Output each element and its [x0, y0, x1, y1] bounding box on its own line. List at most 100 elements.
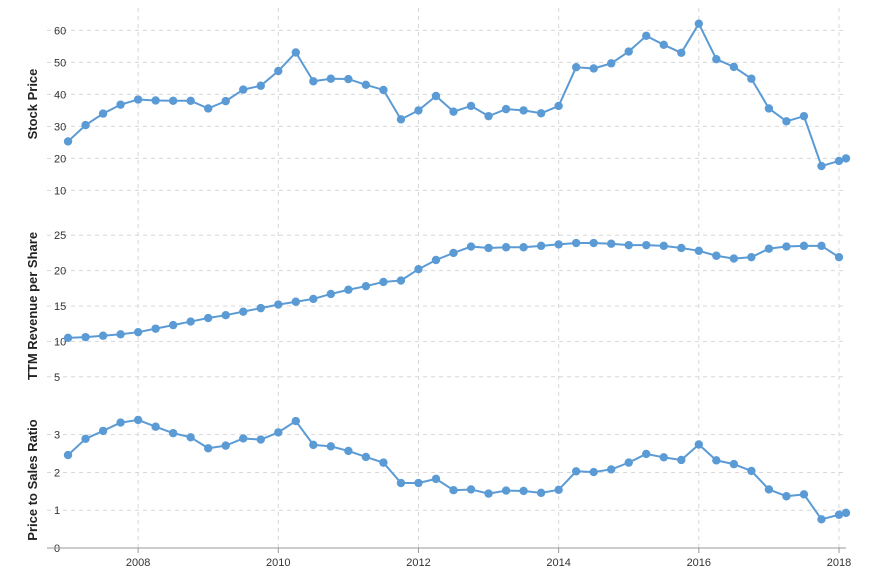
data-point-0-30 [589, 64, 598, 73]
data-point-2-34 [659, 453, 668, 462]
data-point-1-29 [571, 238, 581, 248]
data-point-2-42 [799, 490, 809, 499]
y-tick-label-1-20: 20 [54, 266, 66, 278]
data-point-2-9 [221, 441, 230, 450]
data-point-0-25 [501, 104, 511, 114]
data-point-2-32 [624, 458, 633, 467]
data-point-2-5 [151, 422, 160, 431]
data-point-1-12 [274, 300, 283, 309]
data-point-0-3 [116, 100, 125, 109]
data-point-1-8 [204, 313, 213, 323]
data-point-2-14 [309, 440, 318, 450]
data-point-1-7 [186, 317, 195, 326]
x-tick-label-2012: 2012 [406, 557, 430, 569]
data-point-1-42 [799, 241, 809, 251]
data-point-0-34 [659, 40, 668, 49]
y-tick-label-2-1: 1 [54, 505, 60, 517]
data-point-0-13 [291, 48, 301, 57]
data-point-0-27 [536, 109, 546, 118]
y-tick-label-2-0: 0 [54, 543, 60, 555]
data-point-2-10 [239, 434, 248, 443]
y-tick-label-0-50: 50 [54, 57, 66, 69]
data-point-1-44 [834, 252, 844, 262]
data-point-1-13 [291, 297, 301, 306]
data-point-2-22 [449, 486, 458, 495]
data-point-1-38 [729, 254, 739, 263]
data-point-2-0 [63, 450, 73, 460]
data-point-2-27 [536, 488, 546, 498]
data-point-0-6 [168, 96, 178, 106]
data-point-2-13 [291, 416, 301, 426]
data-point-0-28 [554, 101, 563, 111]
data-point-2-8 [204, 444, 213, 453]
x-tick-label-2014: 2014 [546, 557, 570, 569]
data-point-2-11 [256, 435, 265, 444]
data-point-2-23 [466, 485, 476, 494]
x-tick-label-2008: 2008 [126, 557, 150, 569]
data-point-0-12 [274, 66, 283, 76]
data-point-0-7 [186, 96, 195, 106]
y-tick-label-0-20: 20 [54, 153, 66, 165]
data-point-1-4 [133, 327, 143, 337]
data-point-0-45 [841, 154, 851, 163]
series-line-1 [67, 242, 840, 339]
data-point-2-1 [81, 434, 90, 444]
data-point-2-21 [431, 474, 441, 484]
data-point-1-9 [221, 311, 230, 320]
data-point-1-40 [764, 244, 774, 253]
data-point-1-19 [396, 276, 406, 285]
data-point-0-1 [81, 120, 90, 130]
data-point-0-8 [204, 104, 213, 113]
data-point-1-34 [659, 241, 668, 251]
data-point-1-39 [747, 252, 756, 262]
data-point-0-40 [764, 104, 774, 113]
data-point-0-44 [834, 156, 844, 166]
data-point-0-41 [782, 117, 791, 126]
y-tick-label-0-30: 30 [54, 121, 66, 133]
data-point-1-14 [309, 294, 318, 304]
data-point-0-26 [519, 106, 528, 115]
data-point-2-18 [379, 458, 388, 467]
data-point-2-7 [186, 433, 195, 442]
data-point-1-36 [694, 246, 704, 255]
data-point-1-15 [326, 289, 336, 299]
data-point-1-27 [536, 241, 546, 251]
data-point-1-35 [677, 243, 686, 253]
data-point-0-17 [361, 80, 371, 90]
x-tick-label-2016: 2016 [687, 557, 711, 569]
panel-ylabel-2: Price to Sales Ratio [25, 419, 40, 540]
data-point-0-23 [466, 101, 476, 111]
data-point-0-4 [133, 95, 143, 104]
data-point-1-2 [98, 331, 108, 340]
data-point-1-22 [449, 248, 458, 258]
data-point-1-18 [379, 277, 388, 287]
data-point-1-41 [782, 242, 791, 251]
y-tick-label-1-10: 10 [54, 336, 66, 348]
data-point-1-25 [501, 243, 511, 252]
data-point-0-37 [712, 55, 721, 64]
data-point-0-32 [624, 47, 633, 56]
data-point-2-4 [133, 415, 143, 425]
data-point-2-6 [168, 428, 178, 438]
data-point-0-43 [817, 161, 826, 171]
data-point-2-41 [782, 492, 791, 501]
data-point-1-31 [607, 239, 616, 248]
data-point-0-11 [256, 81, 265, 90]
data-point-2-16 [344, 446, 353, 456]
data-point-2-45 [841, 508, 851, 518]
series-line-0 [67, 22, 847, 168]
data-point-0-14 [309, 77, 318, 86]
y-tick-label-0-40: 40 [54, 89, 66, 101]
data-point-2-38 [729, 459, 739, 469]
data-point-0-19 [396, 115, 406, 124]
data-point-1-20 [414, 265, 423, 274]
data-point-1-43 [817, 241, 826, 251]
data-point-1-11 [256, 303, 265, 313]
data-point-2-25 [501, 486, 511, 495]
x-tick-label-2010: 2010 [266, 557, 290, 569]
data-point-0-21 [431, 91, 441, 101]
x-tick-label-2018: 2018 [827, 557, 851, 569]
data-point-1-32 [624, 240, 633, 250]
data-point-0-2 [98, 109, 108, 118]
